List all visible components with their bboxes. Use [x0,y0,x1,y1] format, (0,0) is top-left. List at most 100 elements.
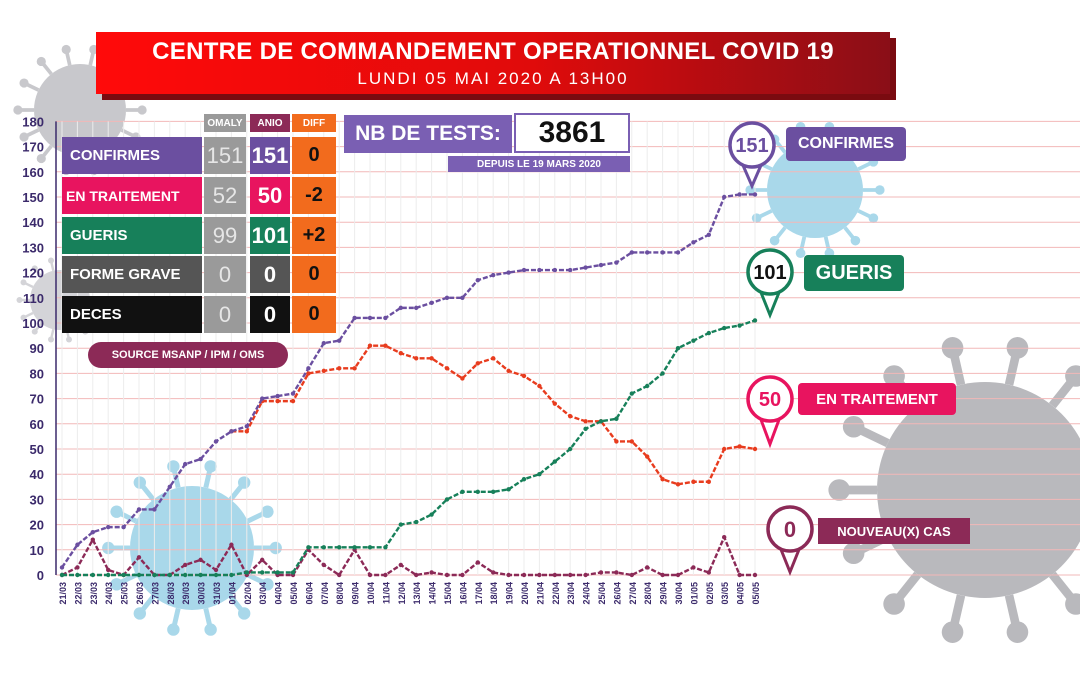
row-omaly-traitement: 52 [204,177,246,214]
data-point [367,572,373,578]
data-point [244,429,249,434]
data-point [614,416,619,421]
data-point [106,524,111,530]
data-point [429,570,434,575]
virus-spike-tip [828,479,850,501]
data-point [90,529,96,535]
data-point [675,346,681,351]
data-point [290,391,296,396]
data-point [598,570,604,575]
data-point [475,489,480,495]
x-tick-label: 28/03 [166,582,176,605]
data-point [629,572,634,578]
x-tick-label: 24/04 [582,582,592,605]
page-subtitle: LUNDI 05 MAI 2020 A 13H00 [357,69,629,88]
data-point [506,270,511,275]
data-point [506,368,511,374]
data-point [737,192,742,197]
pin-circle [746,375,794,423]
data-point [598,419,604,424]
x-tick-label: 23/04 [566,582,576,605]
row-omaly-confirmes: 151 [204,137,246,174]
virus-spike-tip [47,336,54,343]
data-point [722,535,727,540]
virus-spike-tip [237,476,251,489]
data-point [537,472,542,477]
row-label-forme-grave: FORME GRAVE [62,256,202,293]
data-point [660,477,665,482]
virus-spike-tip [261,505,274,518]
pin-traitement: 50 [746,375,794,449]
y-tick-label: 160 [22,165,44,180]
pin-confirmes: 151 [728,121,776,190]
data-point [59,565,65,570]
data-point [398,562,403,568]
virus-spike-tip [47,257,54,264]
data-point [568,446,573,452]
row-omaly-deces: 0 [204,296,246,333]
data-point [491,356,496,361]
data-point [306,371,311,376]
row-diff-confirmes: 0 [292,137,336,174]
pin-nouveau: 0 [766,505,814,577]
data-point [136,555,142,560]
data-point [229,572,234,578]
data-point [614,570,619,575]
virus-spike-tip [1006,621,1029,643]
data-point [675,482,681,487]
data-point [460,376,465,381]
data-point [521,572,527,578]
row-label-deces: DECES [62,296,202,333]
data-point [475,560,480,565]
virus-spike-tip [1065,365,1080,387]
data-point [460,295,465,300]
data-point [583,572,588,578]
x-tick-label: 25/03 [120,582,130,605]
x-tick-label: 20/04 [520,582,530,605]
x-tick-label: 04/04 [274,582,284,605]
data-point [213,567,219,573]
data-point [752,192,758,197]
data-point [691,240,696,245]
data-point [337,338,342,343]
series-gueris-line [62,319,756,577]
virus-spike-tip [261,578,274,591]
y-tick-label: 30 [30,492,44,507]
data-point [59,572,65,578]
series-traitement [229,343,758,487]
data-point [260,557,265,563]
data-point [706,330,711,336]
data-point [506,572,511,578]
y-tick-label: 50 [30,442,44,457]
data-point [429,300,434,306]
y-tick-label: 40 [30,467,44,482]
virus-spike-tip [19,78,29,88]
x-tick-label: 25/04 [597,582,607,605]
data-point [568,414,573,419]
data-point [737,323,742,328]
virus-spike-tip [769,235,780,246]
data-point [491,570,496,575]
data-point [552,267,557,273]
data-point [321,562,326,568]
series-nouveau-line [61,536,755,577]
x-tick-label: 03/05 [720,582,730,605]
row-label-gueris: GUERIS [62,217,202,254]
x-tick-label: 10/04 [366,582,376,605]
data-point [198,572,203,578]
virus-body [130,486,254,610]
data-point [90,572,96,578]
data-point [352,545,357,550]
x-tick-label: 21/04 [535,582,545,605]
data-point [491,272,496,278]
data-point [290,570,296,575]
header-banner: CENTRE DE COMMANDEMENT OPERATIONNEL COVI… [96,32,890,94]
data-point [306,366,311,371]
y-tick-label: 110 [23,291,44,306]
y-tick-label: 170 [22,140,44,155]
x-tick-label: 29/04 [659,582,669,605]
virus-spike-tip [133,607,147,620]
x-tick-label: 05/04 [289,582,299,605]
data-point [367,545,373,550]
virus-body [767,142,863,238]
